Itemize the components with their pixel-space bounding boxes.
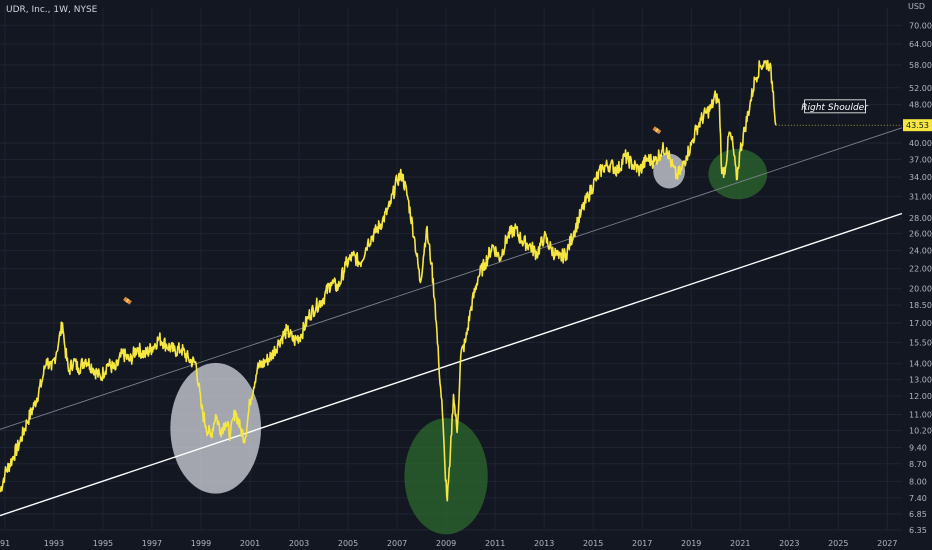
marker-icon-band bbox=[654, 128, 659, 133]
grid bbox=[0, 8, 902, 531]
y-tick-label: 64.00 bbox=[909, 40, 932, 49]
y-tick-label: 58.00 bbox=[909, 61, 932, 70]
price-series bbox=[0, 59, 902, 502]
y-tick-label: 13.00 bbox=[909, 375, 932, 384]
marker-icon-band bbox=[125, 298, 130, 303]
y-tick-label: 6.35 bbox=[909, 526, 927, 535]
y-tick-label: 18.50 bbox=[909, 301, 932, 310]
last-price-tag bbox=[903, 119, 932, 132]
time-axis[interactable]: 91 1993 1995 1997 1999 2001 2003 2005 2007 2009 20… bbox=[0, 539, 897, 548]
y-tick-label: 20.00 bbox=[909, 285, 932, 294]
trendline-support[interactable] bbox=[0, 212, 903, 517]
x-tick-label: 1995 bbox=[93, 539, 113, 548]
highlight-circle-gray bbox=[653, 153, 686, 189]
symbol-title: UDR, Inc., 1W, NYSE bbox=[6, 5, 98, 15]
x-tick-label: 2013 bbox=[534, 539, 554, 548]
x-tick-label: 2025 bbox=[828, 539, 848, 548]
x-tick-label: 2015 bbox=[583, 539, 603, 548]
y-tick-label: 48.00 bbox=[909, 101, 932, 110]
y-tick-label: 52.00 bbox=[909, 84, 932, 93]
y-tick-label: 31.00 bbox=[909, 193, 932, 202]
marker-icons bbox=[123, 126, 662, 305]
price-line bbox=[0, 59, 777, 502]
x-tick-label: 1999 bbox=[191, 539, 211, 548]
y-tick-label: 10.20 bbox=[909, 426, 932, 435]
y-tick-label: 26.00 bbox=[909, 230, 932, 239]
x-tick-label: 2021 bbox=[730, 539, 750, 548]
y-tick-label: 8.00 bbox=[909, 477, 927, 486]
y-tick-label: 24.00 bbox=[909, 246, 932, 255]
annotations[interactable]: Right Shoulder bbox=[801, 99, 869, 114]
x-tick-label: 2001 bbox=[240, 539, 260, 548]
y-tick-label: 7.40 bbox=[909, 494, 927, 503]
x-tick-label: 2023 bbox=[779, 539, 799, 548]
y-tick-label: 11.00 bbox=[909, 410, 932, 419]
annotation-text[interactable]: Right Shoulder bbox=[801, 103, 869, 113]
x-tick-label: 2005 bbox=[338, 539, 358, 548]
x-tick-label: 1997 bbox=[142, 539, 162, 548]
marker-icon bbox=[652, 126, 662, 135]
y-tick-label: 34.00 bbox=[909, 173, 932, 182]
y-tick-label: 37.00 bbox=[909, 155, 932, 164]
x-tick-label: 2009 bbox=[436, 539, 456, 548]
x-tick-label: 2003 bbox=[289, 539, 309, 548]
x-tick-label: 2027 bbox=[877, 539, 897, 548]
trendline-upper[interactable] bbox=[0, 127, 903, 430]
y-tick-label: 28.00 bbox=[909, 214, 932, 223]
last-price-label: 43.53 bbox=[906, 121, 929, 130]
x-tick-label: 2019 bbox=[681, 539, 701, 548]
y-tick-label: 17.00 bbox=[909, 319, 932, 328]
highlight-circle-gray bbox=[170, 362, 262, 494]
y-tick-label: 22.00 bbox=[909, 265, 932, 274]
x-tick-label: 2007 bbox=[387, 539, 407, 548]
y-tick-label: 8.70 bbox=[909, 460, 927, 469]
y-tick-label: 9.40 bbox=[909, 444, 927, 453]
x-tick-label: 2017 bbox=[632, 539, 652, 548]
y-tick-label: 12.00 bbox=[909, 392, 932, 401]
x-tick-label: 1993 bbox=[44, 539, 64, 548]
currency-label: USD bbox=[908, 2, 925, 11]
y-tick-label: 14.00 bbox=[909, 360, 932, 369]
x-tick-label: 91 bbox=[0, 539, 10, 548]
y-tick-label: 40.00 bbox=[909, 139, 932, 148]
marker-icon bbox=[123, 296, 132, 305]
trendlines[interactable] bbox=[0, 127, 903, 517]
x-tick-label: 2011 bbox=[485, 539, 505, 548]
y-tick-label: 6.85 bbox=[909, 510, 927, 519]
price-axis[interactable]: 6.35 6.85 7.40 8.00 8.70 9.40 10.20 11.00 12.00 1… bbox=[903, 2, 932, 535]
annotation-box[interactable] bbox=[804, 99, 866, 114]
y-tick-label: 15.50 bbox=[909, 338, 932, 347]
y-tick-label: 70.00 bbox=[909, 21, 932, 30]
